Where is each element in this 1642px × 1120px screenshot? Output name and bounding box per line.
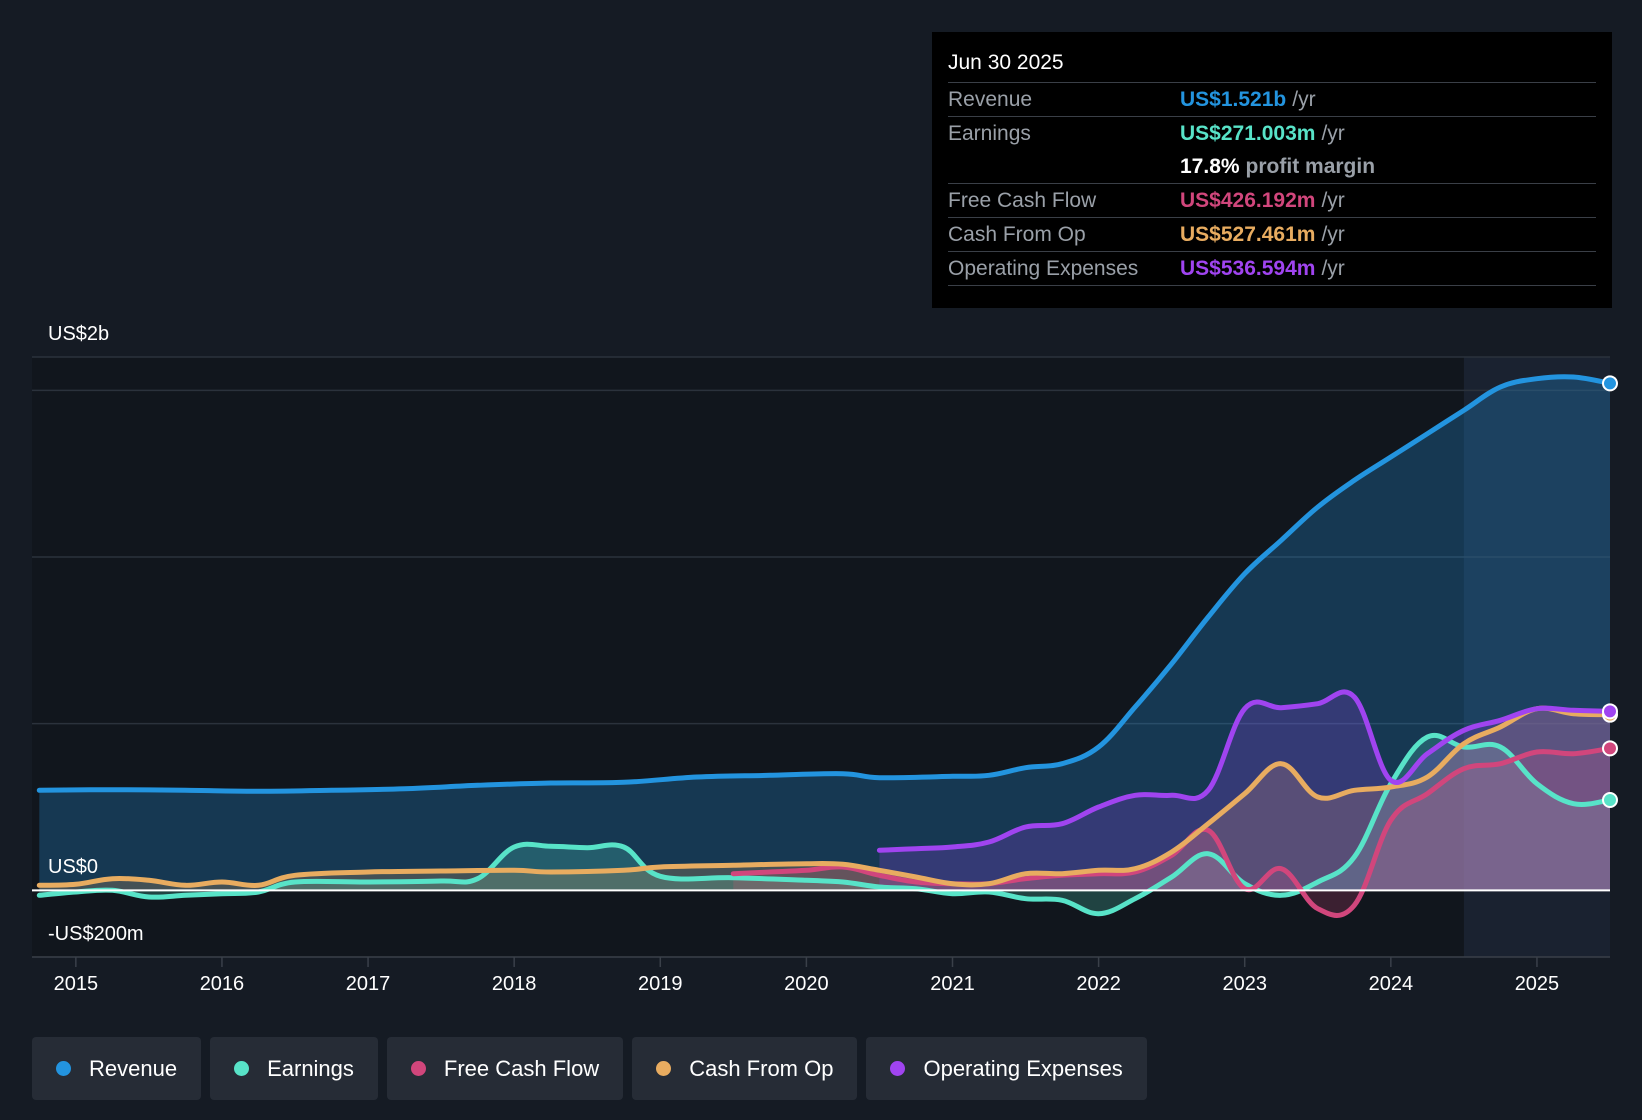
legend-dot-icon [656,1061,672,1076]
x-axis-ticks: 2015 2016 2017 2018 2019 2020 2021 2022 2023 2024… [54,957,1560,995]
operating-expenses-line [876,689,1613,853]
tooltip-cfo-value: US$527.461m [1180,223,1316,246]
legend-label: Cash From Op [689,1055,834,1081]
operating-expenses-endpoint[interactable] [1602,703,1618,720]
tooltip-unit: /yr [1321,257,1345,280]
x-tick-label: 2022 [1076,973,1121,995]
free-cash-flow-area [733,748,1610,916]
revenue-line [36,374,1613,794]
x-tick-label: 2024 [1369,973,1414,995]
data-tooltip: Jun 30 2025 Revenue US$1.521b /yr Earnin… [932,32,1612,308]
tooltip-revenue-value: US$1.521b [1180,88,1287,111]
legend-dot-icon [890,1061,906,1076]
legend-dot-icon [234,1061,250,1076]
legend-label: Earnings [267,1055,354,1081]
revenue-endpoint[interactable] [1602,375,1618,392]
tooltip-unit: /yr [1292,88,1316,111]
x-tick-label: 2025 [1515,973,1560,995]
y-axis-label-negative: -US$200m [48,923,144,945]
x-tick-label: 2023 [1222,973,1267,995]
x-tick-label: 2016 [200,973,245,995]
y-axis-label-zero: US$0 [48,856,98,878]
plot-background [32,357,1610,957]
tooltip-row-fcf: Free Cash Flow US$426.192m /yr [948,184,1596,218]
legend-label: Free Cash Flow [443,1055,600,1081]
legend-dot-icon [56,1061,71,1076]
x-tick-label: 2018 [492,973,537,995]
legend-label: Operating Expenses [923,1055,1123,1081]
earnings-line [36,732,1613,917]
cash-from-op-line [36,705,1613,889]
legend-item-free-cash-flow[interactable]: Free Cash Flow [386,1037,624,1100]
x-tick-label: 2019 [638,973,683,995]
legend-item-operating-expenses[interactable]: Operating Expenses [866,1037,1147,1100]
tooltip-row-cfo: Cash From Op US$527.461m /yr [948,218,1596,252]
tooltip-date: Jun 30 2025 [948,48,1596,83]
legend-item-revenue[interactable]: Revenue [32,1037,202,1100]
free-cash-flow-line [730,745,1613,918]
x-tick-label: 2017 [346,973,391,995]
grid-lines [32,356,1610,725]
tooltip-unit: /yr [1321,223,1345,246]
tooltip-row-margin: 17.8% profit margin [948,150,1596,184]
legend-item-earnings[interactable]: Earnings [210,1037,378,1100]
chart-legend: Revenue Earnings Free Cash Flow Cash Fro… [32,1037,1147,1100]
tooltip-cfo-label: Cash From Op [948,223,1086,246]
tooltip-opex-value: US$536.594m [1180,257,1316,280]
tooltip-opex-label: Operating Expenses [948,257,1139,280]
legend-item-cash-from-op[interactable]: Cash From Op [632,1037,858,1100]
series-lines [36,374,1613,918]
earnings-endpoint[interactable] [1602,792,1618,808]
series-endpoints[interactable] [1602,375,1618,808]
y-axis-label-top: US$2b [48,323,109,345]
tooltip-margin-value: 17.8% [1180,155,1240,178]
x-tick-label: 2021 [930,973,975,995]
tooltip-row-revenue: Revenue US$1.521b /yr [948,83,1596,117]
tooltip-margin-label: profit margin [1245,155,1376,178]
free-cash-flow-endpoint[interactable] [1602,740,1618,757]
tooltip-unit: /yr [1321,189,1345,212]
tooltip-fcf-value: US$426.192m [1180,189,1316,212]
x-tick-label: 2020 [784,973,829,995]
x-tick-label: 2015 [54,973,99,995]
tooltip-unit: /yr [1321,122,1345,145]
legend-dot-icon [410,1061,426,1076]
earnings-area [39,735,1610,914]
tooltip-row-earnings: Earnings US$271.003m /yr [948,117,1596,150]
tooltip-earnings-value: US$271.003m [1180,122,1316,145]
tooltip-earnings-label: Earnings [948,122,1031,145]
legend-label: Revenue [89,1055,178,1081]
forecast-highlight-band [1463,357,1610,957]
tooltip-row-opex: Operating Expenses US$536.594m /yr [948,252,1596,286]
tooltip-revenue-label: Revenue [948,88,1033,111]
revenue-area [39,376,1610,891]
tooltip-fcf-label: Free Cash Flow [948,189,1097,212]
